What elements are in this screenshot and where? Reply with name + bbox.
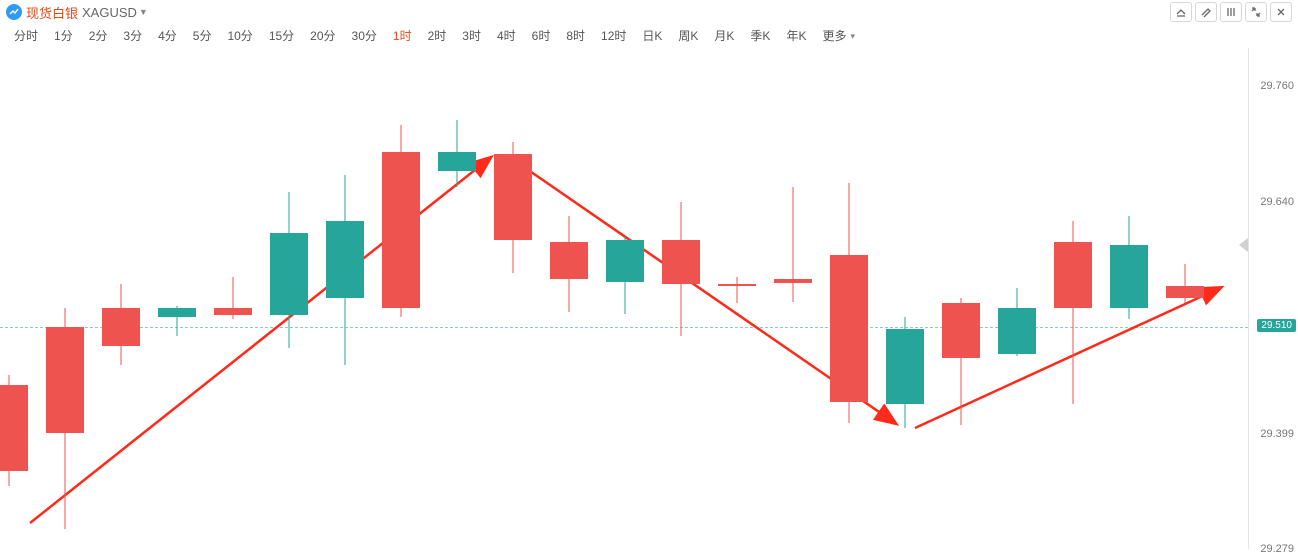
candle (494, 48, 532, 549)
current-price-tag: 29.510 (1257, 319, 1296, 332)
symbol-dropdown-icon[interactable]: ▼ (139, 7, 148, 17)
timeframe-更多[interactable]: 更多 (814, 24, 854, 48)
compress-icon[interactable] (1245, 2, 1267, 22)
timeframe-2时[interactable]: 2时 (420, 24, 455, 48)
candle (46, 48, 84, 549)
candle (0, 48, 28, 549)
candle (158, 48, 196, 549)
candle (774, 48, 812, 549)
timeframe-1时[interactable]: 1时 (385, 24, 420, 48)
price-axis: 29.76029.64029.39929.279 29.510 (1248, 48, 1298, 549)
candle (886, 48, 924, 549)
instrument-symbol[interactable]: XAGUSD (82, 5, 137, 20)
timeframe-1分[interactable]: 1分 (46, 24, 81, 48)
timeframe-3分[interactable]: 3分 (115, 24, 150, 48)
yaxis-tick: 29.279 (1260, 543, 1294, 555)
candle (438, 48, 476, 549)
candle (718, 48, 756, 549)
settings-icon[interactable] (1220, 2, 1242, 22)
candle (102, 48, 140, 549)
candle (550, 48, 588, 549)
timeframe-6时[interactable]: 6时 (524, 24, 559, 48)
price-pointer-icon (1239, 238, 1248, 252)
candle (214, 48, 252, 549)
timeframe-月K[interactable]: 月K (706, 24, 742, 48)
close-icon[interactable] (1270, 2, 1292, 22)
trend-arrow (30, 158, 490, 523)
timeframe-3时[interactable]: 3时 (454, 24, 489, 48)
candle (830, 48, 868, 549)
timeframe-2分[interactable]: 2分 (81, 24, 116, 48)
more-timeframes-icon[interactable]: ▾ (850, 31, 855, 42)
instrument-name-cn[interactable]: 现货白银 (26, 3, 78, 22)
timeframe-日K[interactable]: 日K (634, 24, 670, 48)
chart-header: 现货白银 XAGUSD ▼ (0, 0, 1298, 24)
candle (662, 48, 700, 549)
timeframe-30分[interactable]: 30分 (344, 24, 385, 48)
yaxis-tick: 29.760 (1260, 80, 1294, 92)
timeframe-5分[interactable]: 5分 (185, 24, 220, 48)
candle (942, 48, 980, 549)
timeframe-12时[interactable]: 12时 (593, 24, 634, 48)
instrument-logo-icon (6, 4, 22, 20)
timeframe-10分[interactable]: 10分 (219, 24, 260, 48)
yaxis-tick: 29.399 (1260, 428, 1294, 440)
candle (606, 48, 644, 549)
candle (270, 48, 308, 549)
timeframe-季K[interactable]: 季K (742, 24, 778, 48)
timeframe-bar: 分时1分2分3分4分5分10分15分20分30分1时2时3时4时6时8时12时日… (0, 24, 1298, 48)
timeframe-分时[interactable]: 分时 (6, 24, 46, 48)
candle (1054, 48, 1092, 549)
timeframe-年K[interactable]: 年K (778, 24, 814, 48)
timeframe-15分[interactable]: 15分 (261, 24, 302, 48)
candlestick-chart[interactable] (0, 48, 1248, 549)
timeframe-20分[interactable]: 20分 (302, 24, 343, 48)
yaxis-tick: 29.640 (1260, 196, 1294, 208)
candle (382, 48, 420, 549)
candle (1110, 48, 1148, 549)
timeframe-周K[interactable]: 周K (670, 24, 706, 48)
edit-icon[interactable] (1195, 2, 1217, 22)
timeframe-4时[interactable]: 4时 (489, 24, 524, 48)
candle (998, 48, 1036, 549)
timeframe-8时[interactable]: 8时 (558, 24, 593, 48)
candle (1166, 48, 1204, 549)
candle (326, 48, 364, 549)
timeframe-4分[interactable]: 4分 (150, 24, 185, 48)
download-icon[interactable] (1170, 2, 1192, 22)
